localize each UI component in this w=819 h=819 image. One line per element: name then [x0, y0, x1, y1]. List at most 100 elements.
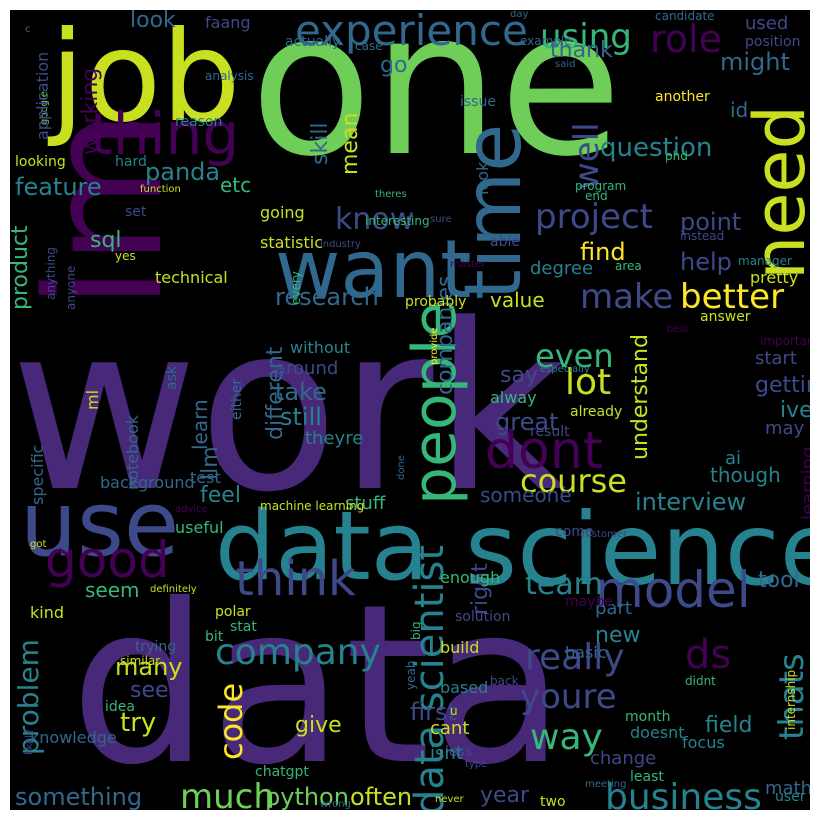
word-course: course [520, 462, 627, 500]
word-machine-learning: machine learning [260, 499, 365, 513]
word-work: work [10, 276, 567, 543]
word-position: position [745, 34, 801, 50]
word-look: look [473, 161, 492, 195]
word-useful: useful [175, 518, 224, 537]
word-change: change [590, 748, 657, 769]
word-skill: skill [308, 122, 333, 165]
word-c: c [25, 24, 31, 35]
word-seem: seem [85, 578, 140, 602]
word-project: project [535, 197, 654, 237]
word-candidate: candidate [655, 10, 715, 23]
word-give: give [295, 713, 342, 738]
word-test: test [190, 468, 221, 487]
word-statistic: statistic [260, 233, 323, 252]
word-set: set [125, 204, 147, 220]
word-faang: faang [205, 13, 251, 32]
word-customer: customer [580, 529, 628, 540]
word-understand: understand [628, 334, 653, 460]
word-data: data [70, 557, 566, 810]
word-probably: probably [405, 294, 467, 310]
word-kind: kind [30, 603, 65, 622]
word-may: may [765, 418, 805, 439]
word-data: data [215, 492, 429, 602]
word-feature: feature [15, 173, 102, 201]
word-learn: learn [188, 399, 212, 450]
word-doesnt: doesnt [630, 723, 685, 742]
word-area: area [615, 259, 642, 273]
word-going: going [260, 203, 305, 222]
word-way: way [530, 717, 603, 758]
word-python: python [265, 783, 349, 810]
word-specific: specific [28, 444, 47, 505]
word-think: think [235, 551, 356, 607]
word-might: might [720, 48, 790, 76]
word-much: much [180, 777, 275, 810]
word-mean: mean [338, 112, 363, 175]
word-math: math [765, 778, 810, 799]
word-id: id [730, 98, 749, 122]
word-done: done [396, 455, 407, 480]
word-big: big [409, 621, 423, 640]
word-able: able [490, 234, 520, 250]
word-program: program [575, 179, 627, 193]
word-polar: polar [215, 604, 251, 620]
word-idea: idea [105, 699, 135, 715]
word-cant: cant [430, 718, 470, 739]
word-help: help [680, 248, 732, 276]
word-likely: likely [24, 729, 35, 755]
word-question: question [600, 133, 713, 163]
word-role: role [650, 17, 722, 61]
word-lot: lot [565, 362, 612, 403]
word-didnt: didnt [685, 674, 716, 688]
word-point: point [680, 208, 742, 236]
word-make: make [580, 277, 674, 317]
word-ai: ai [725, 448, 742, 469]
word-experience: experience [295, 10, 528, 55]
word-time: time [449, 123, 539, 300]
word-already: already [570, 404, 623, 420]
word-similar: similar [120, 654, 161, 668]
word-see: see [130, 678, 169, 703]
word-said: said [555, 59, 576, 70]
word-especially: especially [540, 364, 590, 375]
word-thing: thing [90, 100, 240, 168]
word-come: come [555, 524, 594, 540]
word-part: part [595, 598, 632, 619]
word-sure: sure [430, 214, 452, 225]
word-result: result [530, 424, 570, 440]
word-getting: getting [755, 373, 810, 398]
word-provide: provide [429, 327, 440, 365]
word-year: year [480, 783, 530, 808]
word-solution: solution [455, 609, 511, 625]
word-trying: trying [135, 639, 177, 655]
word-cloud: work data one job im science data use want time ne… [10, 10, 810, 810]
word-basic: basic [565, 643, 607, 662]
word-dont: dont [485, 421, 604, 481]
word-great: great [495, 408, 559, 436]
word-master: master [450, 259, 486, 270]
word-function: function [140, 184, 181, 195]
word-alway: alway [490, 388, 537, 407]
word-science: science [465, 491, 810, 608]
word-type: type [465, 759, 488, 770]
word-without: without [290, 338, 351, 357]
word-month: month [625, 709, 671, 725]
word-internship: internship [784, 669, 798, 730]
word-panda: panda [145, 158, 221, 186]
word-technical: technical [155, 268, 228, 287]
word-working: working [78, 67, 103, 155]
word-ive: ive [780, 398, 810, 423]
word-new: new [595, 623, 641, 648]
word-really: really [525, 637, 625, 678]
word-less: less [445, 744, 473, 760]
word-two: two [540, 794, 566, 810]
word-wrong: wrong [320, 799, 351, 810]
word-value: value [490, 288, 545, 312]
word-isnt: isnt [430, 743, 463, 764]
word-answer: answer [700, 309, 751, 325]
word-user: user [775, 789, 806, 805]
word-still: still [280, 403, 322, 431]
word-issue: issue [460, 94, 496, 110]
word-better: better [680, 277, 785, 317]
